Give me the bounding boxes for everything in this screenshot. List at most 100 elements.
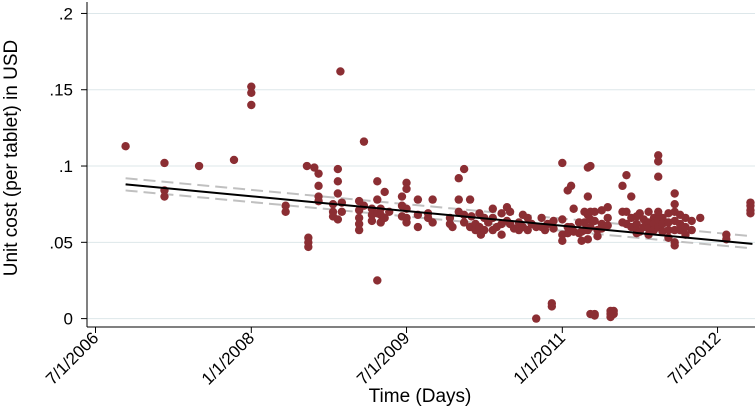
data-point — [413, 222, 423, 232]
data-point — [746, 209, 755, 218]
data-point — [603, 213, 612, 223]
data-point — [558, 236, 567, 245]
y-tick-label: .1 — [59, 157, 73, 176]
data-point — [333, 164, 343, 174]
data-point — [696, 213, 705, 223]
data-point — [505, 207, 515, 217]
axes — [86, 2, 755, 328]
data-point — [402, 178, 411, 188]
x-tick-label: 7/1/2012 — [664, 328, 724, 388]
x-axis-title: Time (Days) — [369, 386, 472, 407]
data-point — [658, 213, 667, 223]
data-point — [609, 309, 618, 319]
data-point — [359, 137, 369, 146]
data-point — [687, 225, 696, 235]
data-point — [537, 213, 546, 223]
y-tick-label: 0 — [64, 310, 73, 329]
data-point — [354, 225, 364, 235]
y-axis-title: Unit cost (per tablet) in USD — [1, 40, 22, 277]
data-point — [354, 213, 364, 223]
data-point — [459, 210, 469, 220]
data-point — [397, 192, 407, 201]
x-tick-label: 1/1/2008 — [198, 328, 258, 388]
gridlines — [87, 12, 755, 320]
data-point — [281, 207, 290, 217]
y-tick-label: .2 — [59, 4, 73, 23]
data-point — [380, 213, 389, 223]
x-tick-label: 7/1/2006 — [42, 328, 102, 388]
data-point — [549, 224, 558, 233]
data-point — [547, 302, 557, 311]
data-point — [590, 216, 599, 226]
data-point — [635, 209, 644, 218]
data-point — [247, 88, 256, 97]
data-point — [654, 207, 663, 217]
y-tick-label: .15 — [49, 81, 73, 100]
data-point — [373, 177, 382, 186]
data-point — [333, 215, 343, 224]
data-point — [488, 204, 497, 213]
data-point — [160, 158, 169, 168]
data-point — [670, 241, 679, 250]
data-point — [532, 314, 541, 323]
data-point — [603, 221, 612, 230]
data-point — [314, 181, 323, 191]
data-point — [632, 219, 641, 229]
data-point — [333, 177, 343, 186]
data-point — [281, 201, 290, 210]
data-point — [558, 215, 567, 224]
data-point — [497, 209, 506, 218]
data-point — [367, 216, 377, 226]
data-point — [454, 174, 463, 183]
data-point — [380, 187, 389, 197]
data-point — [428, 195, 437, 204]
data-point — [523, 225, 532, 235]
data-point — [465, 195, 475, 204]
data-point — [454, 195, 463, 204]
data-point — [549, 216, 558, 226]
data-point — [654, 157, 663, 166]
data-point — [480, 225, 489, 235]
data-point — [627, 192, 636, 201]
data-point — [654, 172, 663, 181]
tick-labels: .2 .15 .1 .05 07/1/2006 1/1/2008 7/1/2009 1/1/2… — [42, 4, 724, 388]
data-point — [428, 218, 437, 227]
data-point — [459, 164, 469, 174]
data-point — [488, 213, 497, 223]
data-point — [590, 207, 599, 217]
data-point — [194, 161, 204, 171]
data-point — [354, 219, 364, 229]
data-point — [583, 235, 593, 244]
data-point — [337, 207, 347, 217]
data-point — [247, 82, 256, 91]
fit-line — [125, 183, 753, 245]
data-point — [459, 218, 469, 227]
data-points — [121, 67, 755, 323]
data-point — [314, 196, 323, 206]
data-point — [644, 207, 653, 217]
data-point — [670, 189, 679, 198]
y-tick-label: .05 — [49, 233, 73, 252]
data-point — [654, 151, 663, 160]
data-point — [687, 216, 696, 226]
data-point — [586, 161, 595, 171]
data-point — [304, 242, 313, 252]
data-point — [583, 192, 593, 201]
data-point — [333, 189, 343, 198]
data-point — [310, 163, 319, 172]
x-tick-label: 7/1/2009 — [353, 328, 413, 388]
data-point — [590, 311, 599, 320]
data-point — [121, 141, 130, 151]
data-point — [603, 203, 612, 212]
data-point — [664, 225, 673, 235]
data-point — [670, 199, 679, 209]
data-point — [373, 195, 382, 204]
data-point — [373, 276, 382, 285]
data-point — [681, 213, 690, 223]
data-point — [229, 155, 239, 165]
data-point — [593, 232, 602, 241]
data-point — [247, 100, 256, 110]
data-point — [569, 204, 578, 213]
fit-line-group — [125, 183, 753, 245]
